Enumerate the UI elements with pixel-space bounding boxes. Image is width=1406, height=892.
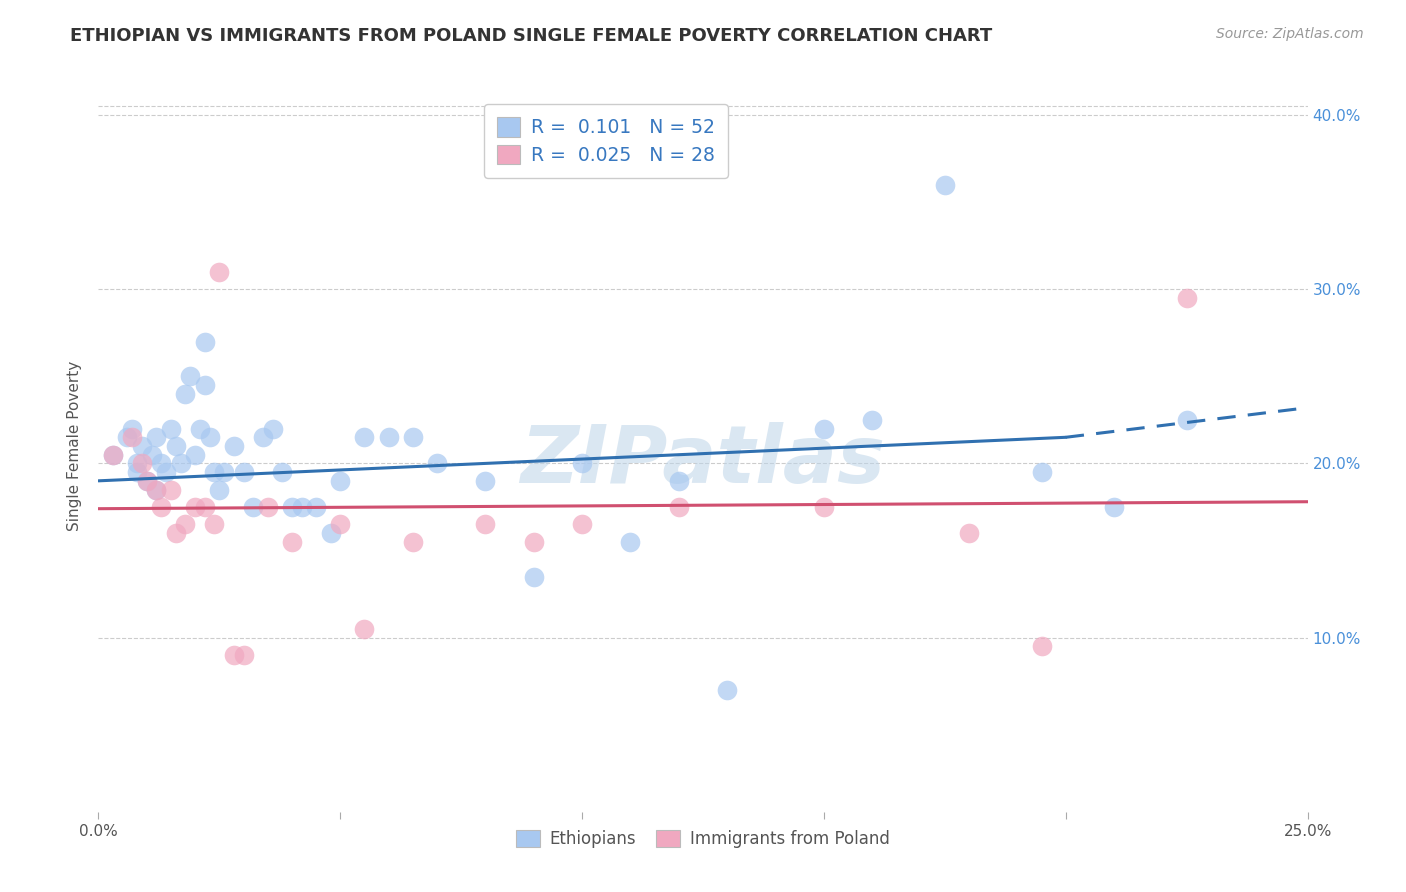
Point xyxy=(319,526,342,541)
Point xyxy=(523,534,546,549)
Point xyxy=(262,421,284,435)
Point xyxy=(474,474,496,488)
Point xyxy=(194,500,217,514)
Point xyxy=(571,457,593,471)
Point xyxy=(242,500,264,514)
Point xyxy=(127,465,149,479)
Point xyxy=(145,430,167,444)
Point xyxy=(101,448,124,462)
Point xyxy=(131,439,153,453)
Point xyxy=(232,465,254,479)
Point xyxy=(353,622,375,636)
Point xyxy=(668,500,690,514)
Point xyxy=(179,369,201,384)
Point xyxy=(141,448,163,462)
Point xyxy=(150,500,173,514)
Point xyxy=(131,457,153,471)
Point xyxy=(135,474,157,488)
Point xyxy=(716,682,738,697)
Point xyxy=(402,430,425,444)
Point xyxy=(174,517,197,532)
Text: Source: ZipAtlas.com: Source: ZipAtlas.com xyxy=(1216,27,1364,41)
Point xyxy=(256,500,278,514)
Text: ZIPatlas: ZIPatlas xyxy=(520,422,886,500)
Point xyxy=(121,430,143,444)
Point xyxy=(426,457,449,471)
Point xyxy=(377,430,399,444)
Y-axis label: Single Female Poverty: Single Female Poverty xyxy=(67,361,83,531)
Point xyxy=(957,526,980,541)
Point xyxy=(150,457,173,471)
Point xyxy=(474,517,496,532)
Text: ETHIOPIAN VS IMMIGRANTS FROM POLAND SINGLE FEMALE POVERTY CORRELATION CHART: ETHIOPIAN VS IMMIGRANTS FROM POLAND SING… xyxy=(70,27,993,45)
Point xyxy=(184,448,207,462)
Point xyxy=(194,378,217,392)
Point xyxy=(198,430,221,444)
Point xyxy=(145,483,167,497)
Point xyxy=(204,465,226,479)
Point xyxy=(208,483,231,497)
Point xyxy=(165,439,187,453)
Point xyxy=(353,430,375,444)
Point xyxy=(101,448,124,462)
Point xyxy=(232,648,254,662)
Point xyxy=(188,421,211,435)
Point xyxy=(329,517,352,532)
Legend: Ethiopians, Immigrants from Poland: Ethiopians, Immigrants from Poland xyxy=(510,823,896,855)
Point xyxy=(619,534,641,549)
Point xyxy=(204,517,226,532)
Point xyxy=(174,386,197,401)
Point xyxy=(160,421,183,435)
Point xyxy=(1031,640,1053,654)
Point xyxy=(252,430,274,444)
Point xyxy=(1031,465,1053,479)
Point xyxy=(208,265,231,279)
Point xyxy=(668,474,690,488)
Point xyxy=(813,421,835,435)
Point xyxy=(165,526,187,541)
Point xyxy=(1102,500,1125,514)
Point xyxy=(160,483,183,497)
Point xyxy=(145,483,167,497)
Point xyxy=(135,474,157,488)
Point xyxy=(281,500,304,514)
Point xyxy=(121,421,143,435)
Point xyxy=(402,534,425,549)
Point xyxy=(222,439,245,453)
Point xyxy=(212,465,235,479)
Point xyxy=(329,474,352,488)
Point xyxy=(860,413,883,427)
Point xyxy=(1175,291,1198,305)
Point xyxy=(155,465,177,479)
Point xyxy=(571,517,593,532)
Point xyxy=(523,569,546,583)
Point xyxy=(169,457,191,471)
Point xyxy=(184,500,207,514)
Point xyxy=(1175,413,1198,427)
Point xyxy=(117,430,139,444)
Point xyxy=(281,534,304,549)
Point xyxy=(813,500,835,514)
Point xyxy=(222,648,245,662)
Point xyxy=(127,457,149,471)
Point xyxy=(271,465,294,479)
Point xyxy=(934,178,956,192)
Point xyxy=(305,500,328,514)
Point xyxy=(194,334,217,349)
Point xyxy=(290,500,312,514)
